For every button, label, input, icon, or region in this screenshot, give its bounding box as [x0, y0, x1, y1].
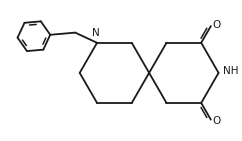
Text: O: O: [213, 20, 221, 30]
Text: O: O: [213, 116, 221, 126]
Text: NH: NH: [223, 66, 239, 76]
Text: N: N: [92, 28, 100, 38]
